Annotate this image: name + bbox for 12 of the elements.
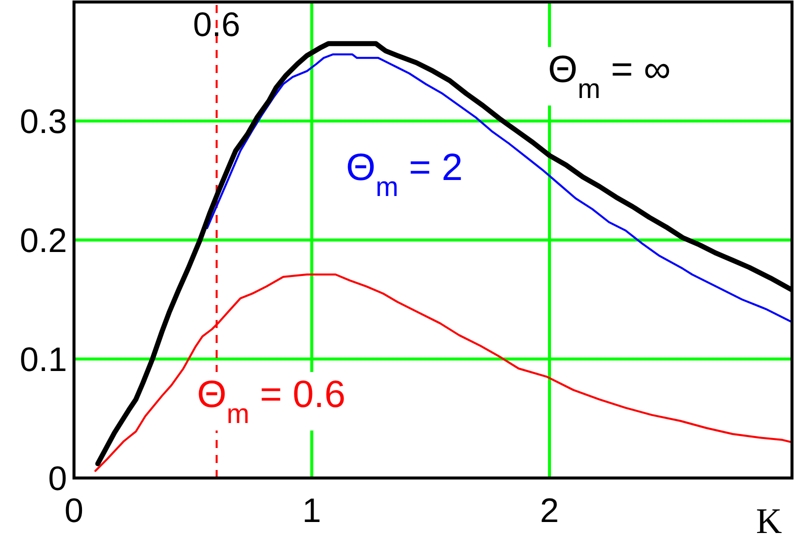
- x-tick-label: 1: [302, 492, 322, 530]
- series-label: Θ$_{m}$ = 2: [346, 147, 463, 202]
- y-tick-label: 0: [48, 460, 67, 498]
- x-tick-label: 2: [540, 492, 559, 530]
- series-label: Θ$_{m}$ = ∞: [548, 49, 671, 104]
- series-label: Θ$_{m}$ = 0.6: [197, 374, 346, 428]
- line-series: [206, 53, 792, 324]
- x-axis-title: K: [756, 501, 782, 538]
- y-tick-label: 0.2: [20, 222, 67, 260]
- y-tick-label: 0.3: [20, 103, 67, 142]
- ref-line-label: 0.6: [193, 6, 240, 44]
- y-tick-label: 0.1: [20, 341, 67, 380]
